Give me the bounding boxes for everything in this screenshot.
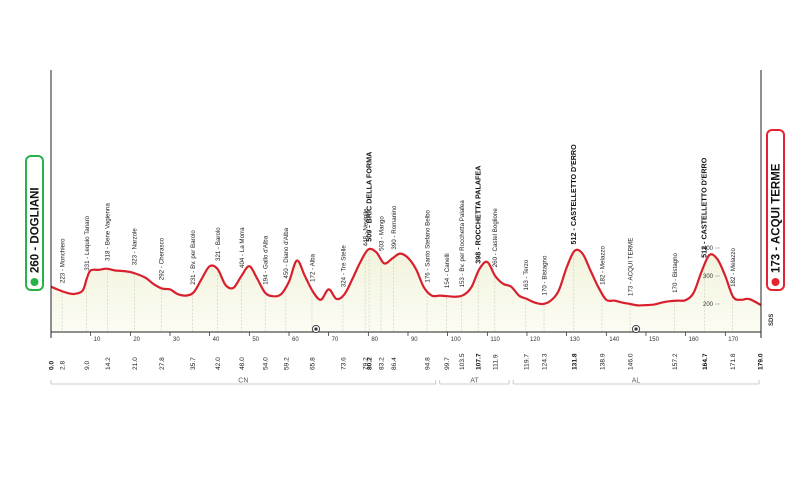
km-tick-label: 40 (213, 337, 220, 343)
km-location-label: 94.8 (425, 357, 432, 370)
province-label: AL (632, 378, 641, 385)
finish-flag-icon (771, 278, 780, 286)
km-location-label: 59.2 (283, 357, 290, 370)
km-location-label: 14.2 (105, 357, 112, 370)
km-tick-label: 170 (728, 337, 739, 343)
location-label: 509 - BRIC DELLA FORMA (365, 152, 374, 242)
location-label: 153 - Bv. per Rocchetta Palafea (459, 200, 466, 288)
km-end-label: 179.0 (758, 353, 765, 370)
km-tick-label: 10 (94, 337, 101, 343)
km-location-label: 27.8 (159, 357, 166, 370)
km-location-label: 79.2 (363, 357, 370, 370)
location-label: 512 - CASTELLETTO D'ERRO (700, 157, 709, 258)
km-location-label: 80.2 (367, 357, 374, 370)
finish-badge: 173 - ACQUI TERME (766, 129, 785, 291)
km-tick-label: 60 (292, 337, 299, 343)
km-location-label: 124.3 (542, 353, 549, 370)
km-location-label: 164.7 (702, 353, 709, 370)
km-location-label: 138.9 (599, 353, 606, 370)
location-label: 172 - Alba (309, 253, 316, 281)
elevation-tick-label: 300 (703, 274, 714, 280)
km-tick-label: 90 (411, 337, 418, 343)
km-tick-label: 120 (530, 337, 541, 343)
km-location-label: 86.4 (391, 357, 398, 370)
location-label: 331 - Lequio Tanaro (84, 215, 91, 270)
sprint-marker-dot (634, 327, 638, 331)
km-location-label: 103.5 (459, 353, 466, 370)
km-start-label: 0.0 (49, 361, 56, 370)
location-label: 163 - Terzo (523, 259, 530, 290)
km-location-label: 73.6 (340, 357, 347, 370)
location-label: 194 - Gallo d'Alba (263, 235, 270, 285)
km-location-label: 21.0 (132, 357, 139, 370)
location-label: 398 - ROCCHETTA PALAFEA (474, 166, 483, 264)
province-label: CN (238, 378, 248, 385)
km-location-label: 131.8 (571, 353, 578, 370)
location-label: 448 - Neviglie (363, 208, 370, 246)
km-tick-label: 150 (649, 337, 660, 343)
km-tick-label: 20 (133, 337, 140, 343)
location-label: 503 - Mango (378, 216, 385, 251)
km-location-label: 65.8 (310, 357, 317, 370)
start-flag-icon (30, 278, 39, 286)
location-label: 390 - Romanino (391, 205, 398, 250)
km-tick-label: 30 (173, 337, 180, 343)
profile-line (50, 247, 762, 307)
location-label: 450 - Diano d'Alba (283, 227, 290, 278)
province-label: AT (470, 378, 479, 385)
km-location-label: 171.8 (730, 353, 737, 370)
km-location-label: 99.7 (444, 357, 451, 370)
km-tick-label: 160 (689, 337, 700, 343)
sprint-marker-dot (314, 327, 318, 331)
km-location-label: 146.0 (628, 353, 635, 370)
km-tick-label: 70 (332, 337, 339, 343)
start-badge-box (25, 155, 44, 291)
location-label: 154 - Canelli (444, 253, 451, 288)
location-label: 231 - Bv. per Barolo (190, 230, 197, 285)
km-location-label: 54.0 (263, 357, 270, 370)
location-label: 170 - Bistagno (541, 255, 548, 295)
location-label: 324 - Tre Stelle (340, 245, 347, 288)
km-location-label: 42.0 (215, 357, 222, 370)
elevation-tick-label: 400 (703, 246, 714, 252)
finish-badge-box (766, 129, 785, 291)
location-label: 176 - Santo Stefano Belbo (424, 209, 431, 282)
location-label: 182 - Melazzo (730, 247, 737, 286)
km-tick-label: 110 (490, 337, 500, 343)
km-location-label: 83.2 (379, 357, 386, 370)
location-label: 404 - La Morra (239, 227, 246, 268)
location-label: 321 - Barolo (215, 227, 222, 261)
location-label: 318 - Bene Vagienna (105, 203, 112, 261)
km-location-label: 157.2 (672, 353, 679, 370)
km-tick-label: 50 (252, 337, 259, 343)
location-label: 182 - Melazzo (599, 245, 606, 284)
location-label: 170 - Bistagno (672, 252, 679, 292)
elevation-tick-label: 200 (703, 302, 714, 308)
km-tick-label: 100 (451, 337, 462, 343)
km-location-label: 119.7 (523, 354, 530, 370)
km-location-label: 48.0 (239, 357, 246, 370)
start-badge: 260 - DOGLIANI (25, 155, 44, 291)
km-location-label: 35.7 (190, 357, 197, 370)
km-location-label: 111.9 (492, 354, 499, 370)
km-tick-label: 80 (371, 337, 378, 343)
finish-label: 173 - ACQUI TERME (771, 163, 783, 273)
profile-area-fill (51, 248, 761, 332)
km-tick-label: 130 (570, 337, 581, 343)
km-location-label: 2.8 (60, 361, 67, 370)
organizer-logo: SDS (769, 314, 775, 326)
start-label: 260 - DOGLIANI (30, 187, 42, 273)
location-label: 223 - Monchiero (60, 238, 67, 283)
location-label: 260 - Castel Boglione (492, 208, 499, 268)
km-tick-label: 140 (609, 337, 620, 343)
location-label: 292 - Cherasco (159, 237, 166, 280)
location-label: 323 - Narzole (132, 228, 139, 266)
km-location-label: 107.7 (476, 353, 483, 370)
location-label: 173 - ACQUI TERME (628, 238, 635, 296)
km-location-label: 9.0 (84, 361, 91, 370)
location-label: 512 - CASTELLETTO D'ERRO (569, 144, 578, 245)
